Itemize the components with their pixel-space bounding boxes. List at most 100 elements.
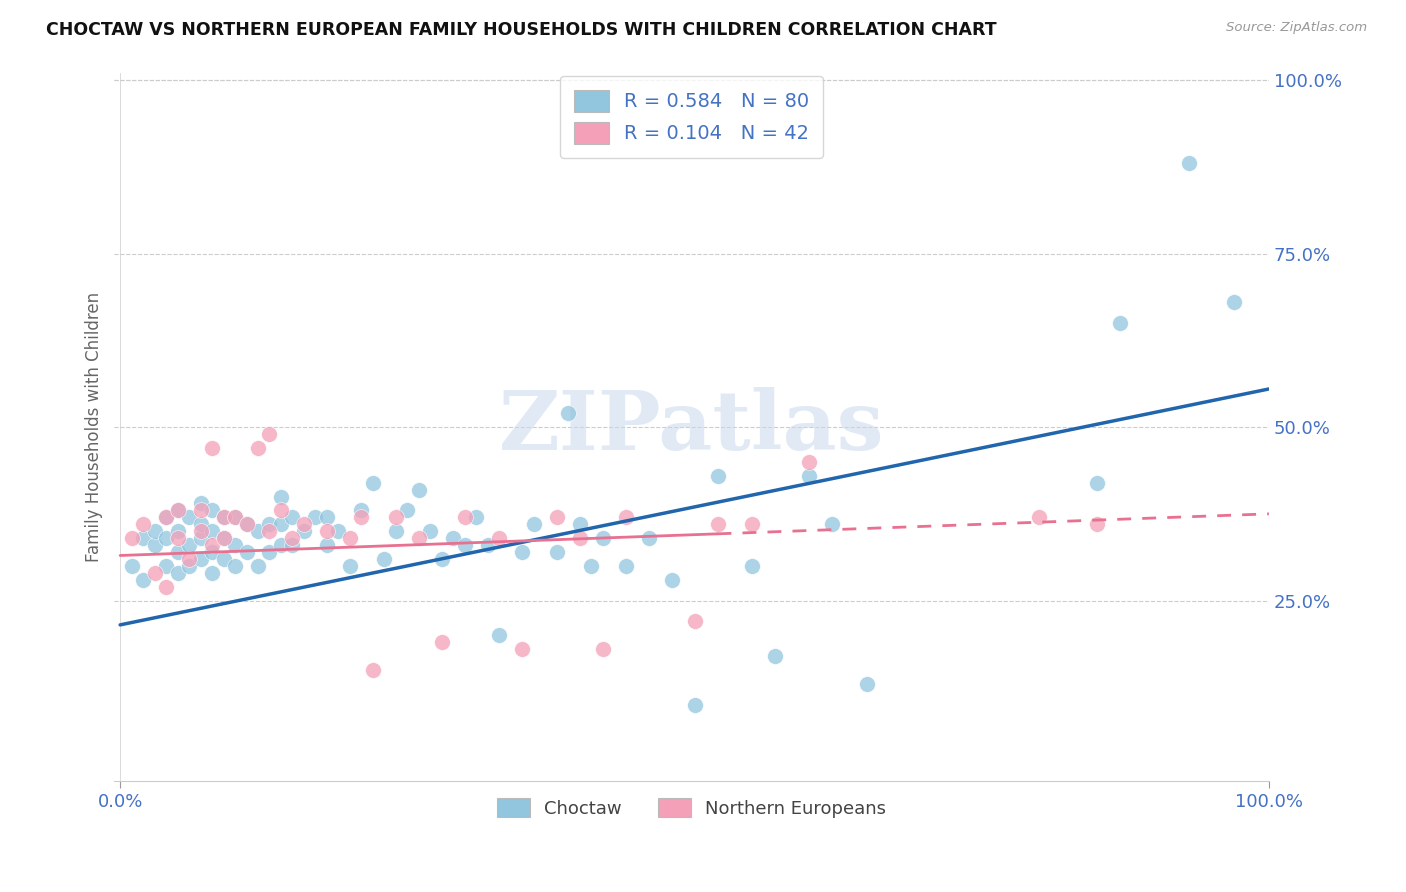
Point bbox=[568, 531, 591, 545]
Point bbox=[235, 517, 257, 532]
Point bbox=[190, 503, 212, 517]
Point bbox=[361, 663, 384, 677]
Point bbox=[557, 406, 579, 420]
Point bbox=[247, 558, 270, 573]
Point bbox=[270, 503, 292, 517]
Point bbox=[683, 615, 706, 629]
Point bbox=[177, 538, 200, 552]
Point bbox=[259, 524, 281, 539]
Point bbox=[224, 538, 246, 552]
Point bbox=[166, 545, 188, 559]
Point bbox=[132, 531, 155, 545]
Text: ZIPatlas: ZIPatlas bbox=[499, 387, 884, 467]
Point bbox=[212, 552, 235, 566]
Point bbox=[270, 517, 292, 532]
Point bbox=[121, 531, 143, 545]
Point bbox=[177, 510, 200, 524]
Y-axis label: Family Households with Children: Family Households with Children bbox=[86, 292, 103, 562]
Point bbox=[224, 510, 246, 524]
Point bbox=[201, 538, 224, 552]
Point bbox=[143, 524, 166, 539]
Point bbox=[201, 503, 224, 517]
Point bbox=[661, 573, 683, 587]
Point bbox=[212, 510, 235, 524]
Point bbox=[339, 558, 361, 573]
Point bbox=[201, 441, 224, 455]
Point bbox=[546, 510, 568, 524]
Point bbox=[132, 573, 155, 587]
Point bbox=[1177, 156, 1199, 170]
Point bbox=[763, 649, 786, 664]
Point bbox=[408, 531, 430, 545]
Point bbox=[328, 524, 350, 539]
Point bbox=[304, 510, 326, 524]
Point bbox=[799, 468, 821, 483]
Point bbox=[373, 552, 395, 566]
Point bbox=[546, 545, 568, 559]
Point bbox=[683, 698, 706, 712]
Point bbox=[281, 510, 304, 524]
Point bbox=[637, 531, 659, 545]
Point bbox=[190, 496, 212, 510]
Point bbox=[430, 635, 453, 649]
Point bbox=[190, 517, 212, 532]
Point bbox=[155, 580, 177, 594]
Point bbox=[510, 545, 533, 559]
Point bbox=[166, 503, 188, 517]
Point bbox=[224, 558, 246, 573]
Point bbox=[1108, 316, 1130, 330]
Point bbox=[430, 552, 453, 566]
Point bbox=[396, 503, 419, 517]
Point bbox=[1223, 295, 1246, 310]
Point bbox=[799, 455, 821, 469]
Point bbox=[281, 531, 304, 545]
Point bbox=[190, 552, 212, 566]
Legend: Choctaw, Northern Europeans: Choctaw, Northern Europeans bbox=[491, 791, 893, 825]
Point bbox=[419, 524, 441, 539]
Point bbox=[523, 517, 546, 532]
Point bbox=[579, 558, 602, 573]
Point bbox=[568, 517, 591, 532]
Point bbox=[166, 503, 188, 517]
Point bbox=[510, 642, 533, 657]
Point bbox=[155, 531, 177, 545]
Point bbox=[1085, 517, 1108, 532]
Point bbox=[339, 531, 361, 545]
Point bbox=[259, 517, 281, 532]
Point bbox=[454, 510, 477, 524]
Point bbox=[235, 517, 257, 532]
Point bbox=[706, 517, 728, 532]
Point bbox=[292, 524, 315, 539]
Point bbox=[292, 517, 315, 532]
Point bbox=[454, 538, 477, 552]
Point bbox=[121, 558, 143, 573]
Point bbox=[488, 531, 510, 545]
Point bbox=[856, 677, 879, 691]
Point bbox=[316, 524, 339, 539]
Point bbox=[592, 642, 614, 657]
Point bbox=[247, 441, 270, 455]
Point bbox=[247, 524, 270, 539]
Point bbox=[1085, 475, 1108, 490]
Point bbox=[408, 483, 430, 497]
Point bbox=[821, 517, 844, 532]
Point bbox=[441, 531, 464, 545]
Point bbox=[316, 510, 339, 524]
Point bbox=[201, 545, 224, 559]
Point bbox=[155, 510, 177, 524]
Point bbox=[259, 545, 281, 559]
Point bbox=[361, 475, 384, 490]
Point bbox=[477, 538, 499, 552]
Point bbox=[177, 552, 200, 566]
Point bbox=[201, 524, 224, 539]
Point bbox=[350, 503, 373, 517]
Point bbox=[741, 517, 763, 532]
Point bbox=[465, 510, 488, 524]
Point bbox=[385, 524, 408, 539]
Point bbox=[190, 531, 212, 545]
Point bbox=[132, 517, 155, 532]
Point bbox=[706, 468, 728, 483]
Point bbox=[143, 538, 166, 552]
Point bbox=[614, 558, 637, 573]
Point bbox=[270, 538, 292, 552]
